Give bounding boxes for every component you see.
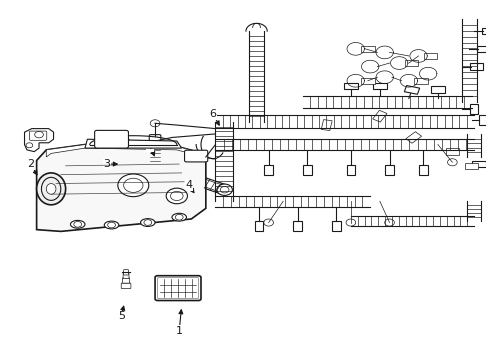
Circle shape — [384, 219, 393, 226]
Text: 7: 7 — [146, 141, 154, 151]
Circle shape — [118, 174, 148, 197]
FancyBboxPatch shape — [123, 270, 128, 275]
Circle shape — [166, 188, 187, 204]
Ellipse shape — [172, 213, 186, 221]
FancyBboxPatch shape — [123, 273, 129, 279]
FancyBboxPatch shape — [184, 150, 207, 162]
Ellipse shape — [140, 219, 155, 226]
Polygon shape — [471, 161, 485, 167]
Circle shape — [150, 120, 160, 127]
Polygon shape — [478, 115, 487, 125]
Circle shape — [346, 219, 355, 226]
Polygon shape — [331, 221, 340, 231]
Ellipse shape — [104, 221, 119, 229]
Polygon shape — [423, 53, 436, 59]
FancyBboxPatch shape — [29, 131, 47, 140]
FancyBboxPatch shape — [122, 278, 129, 283]
Polygon shape — [405, 132, 421, 143]
Polygon shape — [372, 83, 386, 89]
FancyBboxPatch shape — [155, 276, 201, 301]
Polygon shape — [481, 28, 488, 34]
Polygon shape — [85, 139, 181, 148]
Text: 4: 4 — [185, 180, 192, 190]
Polygon shape — [193, 176, 225, 193]
Circle shape — [110, 148, 120, 155]
Circle shape — [447, 159, 456, 166]
Text: 3: 3 — [103, 159, 110, 169]
Polygon shape — [37, 145, 205, 231]
Polygon shape — [346, 165, 354, 175]
FancyBboxPatch shape — [121, 283, 131, 288]
Ellipse shape — [46, 184, 56, 194]
Text: 2: 2 — [27, 159, 34, 169]
Polygon shape — [469, 104, 478, 114]
Text: 5: 5 — [118, 311, 124, 321]
Text: 1: 1 — [175, 326, 183, 336]
Ellipse shape — [37, 173, 65, 205]
FancyBboxPatch shape — [149, 135, 161, 163]
Polygon shape — [385, 165, 393, 175]
Polygon shape — [464, 163, 478, 169]
Text: 6: 6 — [209, 109, 216, 120]
Polygon shape — [372, 110, 386, 122]
Polygon shape — [404, 86, 419, 94]
Polygon shape — [430, 86, 444, 93]
Polygon shape — [445, 148, 458, 155]
Polygon shape — [413, 77, 427, 84]
Polygon shape — [404, 60, 417, 66]
Polygon shape — [360, 77, 374, 84]
Polygon shape — [264, 165, 272, 175]
Polygon shape — [24, 129, 53, 152]
Circle shape — [264, 219, 273, 226]
Polygon shape — [360, 46, 374, 52]
Polygon shape — [46, 145, 203, 157]
Circle shape — [217, 184, 232, 195]
Ellipse shape — [70, 220, 85, 228]
FancyBboxPatch shape — [130, 140, 142, 150]
FancyBboxPatch shape — [95, 130, 128, 148]
Polygon shape — [344, 83, 357, 89]
Polygon shape — [254, 221, 263, 231]
Polygon shape — [476, 46, 488, 52]
Polygon shape — [321, 120, 331, 131]
Polygon shape — [303, 165, 311, 175]
Polygon shape — [293, 221, 302, 231]
Polygon shape — [418, 165, 427, 175]
Polygon shape — [99, 136, 131, 155]
Polygon shape — [469, 63, 482, 70]
